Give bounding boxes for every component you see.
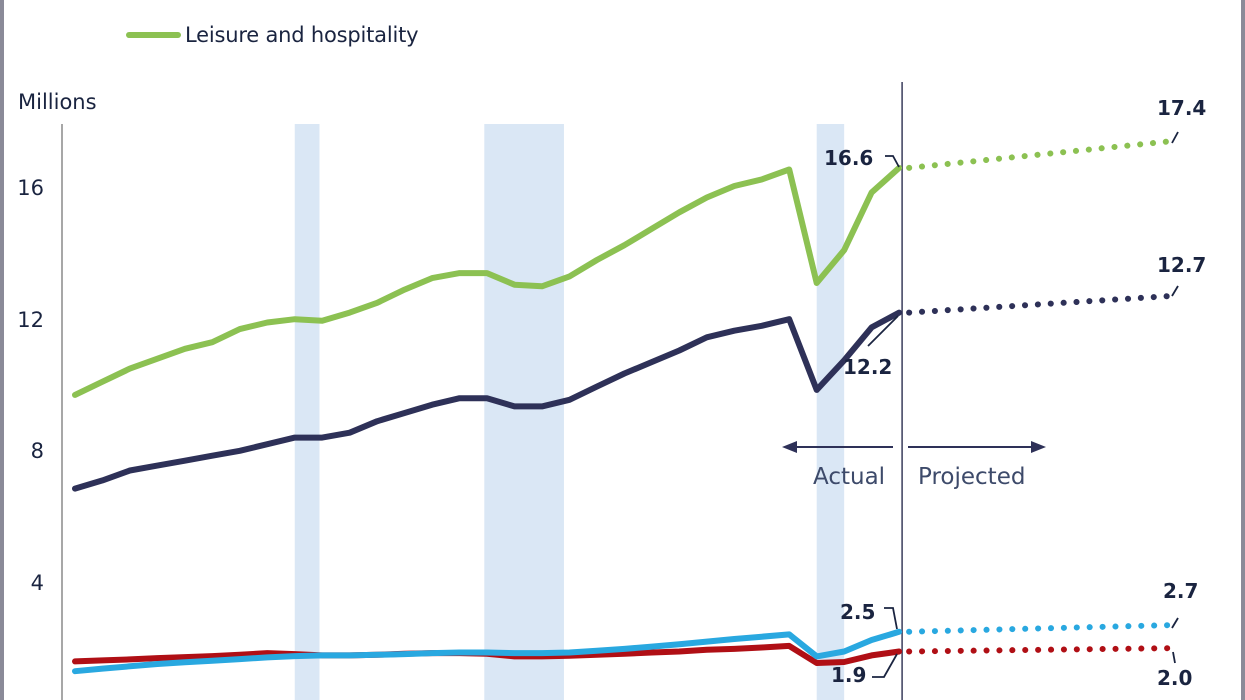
leader-lightblue-2033 — [1171, 617, 1179, 629]
value-label-leisure-2023: 16.6 — [824, 146, 874, 170]
legend-swatch-leisure — [126, 32, 181, 38]
leader-lightblue-2023 — [884, 607, 898, 630]
leader-leisure-2023 — [885, 155, 900, 168]
series-line-1 — [72, 309, 903, 492]
value-label-navy-2033: 12.7 — [1157, 253, 1207, 277]
series-line-0 — [72, 164, 903, 398]
value-label-navy-2023: 12.2 — [843, 355, 893, 379]
y-tick-16: 16 — [17, 176, 44, 200]
projected-label: Projected — [918, 464, 1026, 490]
y-axis-label: Millions — [18, 90, 97, 114]
value-label-lightblue-2023: 2.5 — [840, 600, 876, 624]
projected-arrow-head-icon — [1031, 441, 1046, 453]
value-label-lightblue-2033: 2.7 — [1163, 579, 1199, 603]
leader-leisure-2033 — [1171, 131, 1179, 144]
recession-shading-2 — [816, 124, 845, 700]
actual-label: Actual — [813, 464, 886, 490]
value-label-leisure-2033: 17.4 — [1157, 96, 1207, 120]
recession-shading-0 — [294, 124, 320, 700]
y-tick-12: 12 — [17, 308, 44, 332]
y-tick-4: 4 — [30, 571, 44, 595]
leader-navy-2033 — [1171, 285, 1179, 297]
projection-dotted-line-1 — [906, 293, 1171, 316]
recession-shading-1 — [484, 124, 564, 700]
projection-dotted-line-0 — [906, 138, 1171, 171]
projection-dotted-line-2 — [906, 622, 1171, 635]
image-frame-left — [0, 0, 4, 700]
series-line-2 — [72, 628, 903, 675]
legend: Leisure and hospitality — [126, 22, 419, 48]
image-frame-right — [1241, 0, 1245, 700]
actual-arrow-head-icon — [782, 441, 797, 453]
y-tick-8: 8 — [30, 439, 44, 463]
leader-navy-2023 — [867, 315, 899, 347]
leader-red-2023 — [872, 653, 898, 678]
value-label-red-2033: 2.0 — [1157, 666, 1193, 690]
legend-label-leisure: Leisure and hospitality — [185, 23, 419, 47]
value-label-red-2023: 1.9 — [831, 663, 867, 687]
leader-red-2033 — [1172, 651, 1176, 664]
projection-dotted-line-3 — [906, 645, 1171, 655]
